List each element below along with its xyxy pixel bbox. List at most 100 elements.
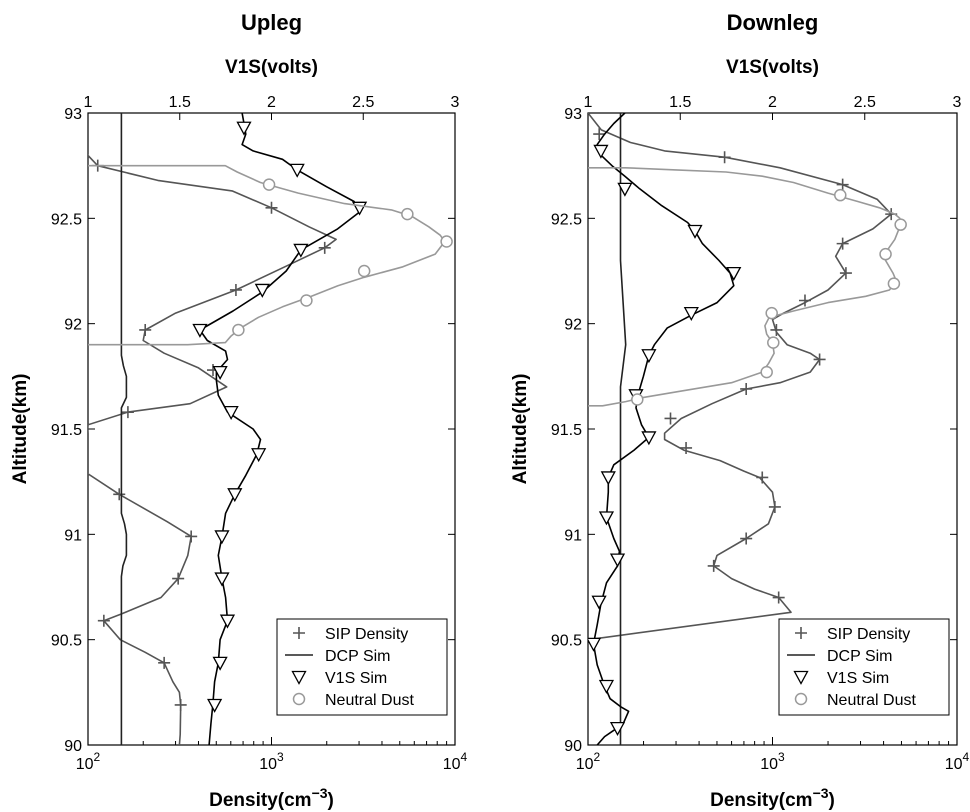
downleg-v1s-sim-marker — [683, 306, 699, 321]
upleg-sip-density-marker — [229, 283, 242, 296]
upleg-v1s-sim-marker — [351, 201, 368, 216]
downleg-legend-box — [778, 618, 950, 716]
downleg-legend-circle-swatch — [794, 692, 808, 706]
upleg-v1s-sim-marker — [214, 572, 230, 587]
downleg-neutral-dust-marker — [887, 277, 901, 290]
upleg-sip-density-marker — [265, 201, 278, 214]
downleg-v1s-sim-marker — [641, 431, 657, 446]
downleg-v1s-sim-marker — [609, 721, 626, 737]
downleg-v1s-sim-marker — [593, 144, 609, 159]
downleg-volts-tick-label: 1.5 — [669, 94, 691, 111]
upleg-sip-density-marker — [121, 406, 134, 419]
downleg-volts-axis-title: V1S(volts) — [726, 57, 819, 78]
downleg-v1s-sim-marker — [687, 224, 703, 239]
upleg-sip-density-marker — [185, 530, 198, 543]
upleg-y-tick-label: 92 — [64, 317, 82, 334]
upleg-neutral-dust-marker — [440, 235, 453, 248]
downleg-neutral-dust-line — [588, 167, 901, 407]
downleg-y-tick-label: 91.5 — [551, 422, 582, 439]
upleg-neutral-dust-marker — [401, 207, 414, 221]
upleg-neutral-dust-marker — [300, 294, 313, 307]
downleg-legend-triangle-swatch — [793, 670, 809, 685]
downleg-density-tick-label: 103 — [760, 750, 785, 773]
density-tick-base: 10 — [945, 756, 963, 773]
upleg-panel: Upleg V1S(volts) Altitude(km) Density(cm−3)… — [10, 10, 468, 811]
downleg-sip-density-line — [588, 113, 892, 641]
downleg-altitude-axis-title: Altitude(km) — [510, 374, 531, 485]
downleg-density-tick-label: 102 — [576, 750, 601, 773]
downleg-legend: SIP Density DCP Sim V1S Sim Neutral Dust — [778, 618, 950, 716]
upleg-legend: SIP Density DCP Sim V1S Sim Neutral Dust — [276, 618, 448, 716]
downleg-neutral-dust-marker — [879, 247, 892, 261]
upleg-legend-triangle-swatch — [291, 670, 307, 685]
upleg-legend-label: Neutral Dust — [325, 692, 414, 709]
upleg-sip-density-marker — [318, 241, 331, 254]
upleg-volts-axis-title: V1S(volts) — [225, 57, 318, 78]
downleg-sip-density-marker — [768, 500, 781, 513]
downleg-v1s-sim-marker — [591, 595, 607, 610]
downleg-v1s-sim-marker — [588, 637, 602, 652]
density-axis-title-exponent: −3 — [312, 785, 328, 801]
upleg-v1s-sim-marker — [251, 448, 267, 463]
downleg-sip-density-marker — [813, 353, 826, 366]
downleg-density-axis-title: Density(cm−3) — [710, 785, 835, 811]
upleg-altitude-axis-title: Altitude(km) — [10, 374, 31, 485]
downleg-sip-density-marker — [664, 412, 677, 425]
density-axis-title-close: ) — [829, 790, 835, 811]
upleg-v1s-sim-marker — [227, 488, 243, 503]
downleg-volts-tick-label: 2 — [768, 94, 777, 111]
downleg-legend-label: Neutral Dust — [827, 692, 916, 709]
upleg-v1s-sim-marker — [192, 323, 208, 338]
density-tick-base: 10 — [259, 756, 277, 773]
downleg-legend-plus-swatch — [795, 627, 807, 639]
upleg-volts-tick-label: 1 — [84, 94, 93, 111]
density-tick-exponent: 2 — [594, 750, 601, 764]
upleg-y-tick-label: 93 — [64, 106, 82, 123]
upleg-v1s-sim-marker — [223, 405, 239, 421]
downleg-sip-density-marker — [836, 237, 849, 250]
downleg-v1s-sim-line — [592, 113, 735, 745]
downleg-volts-tick-label: 2.5 — [854, 94, 876, 111]
upleg-legend-label: DCP Sim — [325, 648, 391, 665]
upleg-sip-density-marker — [97, 614, 110, 627]
upleg-sip-density-marker — [174, 698, 187, 711]
downleg-v1s-sim-marker — [726, 266, 742, 281]
density-tick-exponent: 4 — [963, 750, 970, 764]
downleg-v1s-sim-marker — [641, 349, 657, 364]
downleg-density-tick-label: 104 — [945, 750, 970, 773]
upleg-v1s-sim-marker — [293, 243, 309, 258]
upleg-legend-circle-swatch — [292, 692, 306, 706]
downleg-panel: Downleg V1S(volts) Altitude(km) Density(cm−… — [510, 10, 970, 811]
upleg-sip-density-line — [88, 154, 337, 745]
density-axis-title-main: Density(cm — [209, 790, 311, 811]
downleg-series-group — [588, 113, 907, 745]
upleg-v1s-sim-marker — [254, 283, 270, 298]
downleg-y-tick-label: 90 — [564, 738, 582, 755]
downleg-neutral-dust-marker — [767, 336, 780, 349]
downleg-sip-density-marker — [740, 382, 753, 395]
density-tick-base: 10 — [76, 756, 94, 773]
upleg-v1s-sim-marker — [219, 614, 236, 629]
upleg-neutral-dust-line — [88, 164, 446, 346]
downleg-sip-density-marker — [756, 471, 769, 484]
density-axis-title-main: Density(cm — [710, 790, 812, 811]
downleg-volts-tick-label: 3 — [953, 94, 962, 111]
upleg-volts-tick-label: 1.5 — [169, 94, 191, 111]
downleg-neutral-dust-marker — [894, 218, 907, 231]
upleg-legend-plus-swatch — [293, 627, 305, 639]
upleg-legend-label: SIP Density — [325, 626, 408, 643]
downleg-dcp-sim-line — [619, 113, 627, 745]
upleg-y-tick-label: 90 — [64, 738, 82, 755]
upleg-y-tick-label: 90.5 — [51, 633, 82, 650]
upleg-dcp-sim-line — [120, 113, 128, 745]
downleg-sip-density-marker — [772, 591, 785, 604]
downleg-v1s-sim-marker — [598, 511, 615, 526]
downleg-sip-density-marker — [680, 441, 693, 454]
upleg-v1s-sim-marker — [207, 698, 223, 713]
downleg-neutral-dust-marker — [631, 393, 644, 406]
downleg-legend-label: V1S Sim — [827, 670, 889, 687]
downleg-sip-density-marker — [718, 151, 731, 164]
upleg-v1s-sim-line — [199, 113, 361, 745]
density-tick-base: 10 — [443, 756, 461, 773]
upleg-sip-density-marker — [113, 488, 126, 501]
